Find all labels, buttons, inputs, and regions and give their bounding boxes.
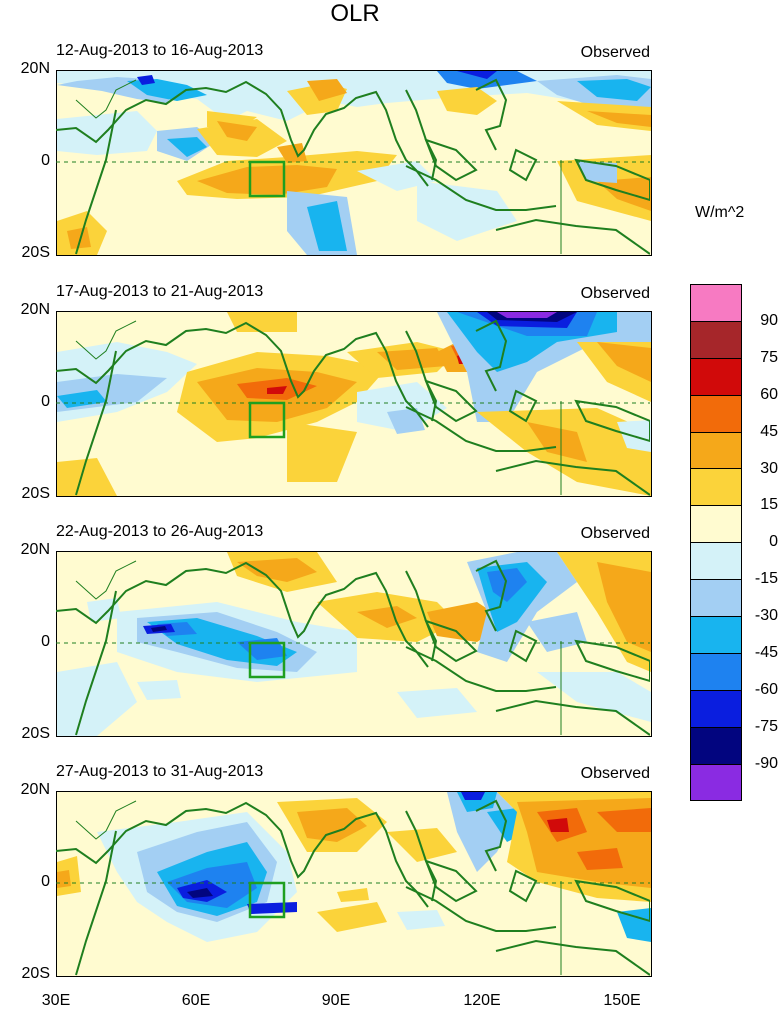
colorbar-label-10: -60 bbox=[754, 680, 778, 698]
y-label-eq-3: 0 bbox=[41, 633, 50, 650]
colorbar-cell-3 bbox=[690, 394, 742, 433]
x-label-60e: 60E bbox=[181, 992, 211, 1009]
x-label-30e: 30E bbox=[41, 992, 71, 1009]
x-label-120e: 120E bbox=[463, 992, 501, 1009]
colorbar-cell-7 bbox=[690, 542, 742, 581]
colorbar-cell-0 bbox=[690, 284, 742, 322]
y-label-eq-2: 0 bbox=[41, 393, 50, 410]
colorbar-cell-10 bbox=[690, 652, 742, 691]
y-label-20s-3: 20S bbox=[21, 725, 50, 742]
colorbar-label-4: 30 bbox=[760, 459, 778, 477]
colorbar-cell-11 bbox=[690, 689, 742, 728]
y-label-eq-4: 0 bbox=[41, 873, 50, 890]
panel-1-label: Observed bbox=[580, 44, 650, 61]
y-label-20s-4: 20S bbox=[21, 965, 50, 982]
map-panel-2 bbox=[56, 311, 652, 497]
figure-title: OLR bbox=[330, 0, 380, 27]
panel-2-period: 17-Aug-2013 to 21-Aug-2013 bbox=[56, 283, 264, 300]
colorbar-cell-12 bbox=[690, 726, 742, 765]
colorbar-label-12: -90 bbox=[754, 754, 778, 772]
panel-2-label: Observed bbox=[580, 285, 650, 302]
colorbar-units: W/m^2 bbox=[695, 204, 745, 221]
colorbar-label-5: 15 bbox=[760, 496, 778, 514]
colorbar-cell-2 bbox=[690, 357, 742, 396]
coastline-overlay bbox=[56, 78, 650, 976]
colorbar-label-1: 75 bbox=[760, 348, 778, 366]
colorbar-label-7: -15 bbox=[754, 570, 778, 588]
colorbar-cell-9 bbox=[690, 616, 742, 654]
colorbar-cell-1 bbox=[690, 320, 742, 359]
colorbar-cell-5 bbox=[690, 468, 742, 507]
colorbar bbox=[690, 284, 742, 802]
colorbar-label-9: -45 bbox=[754, 644, 778, 661]
colorbar-label-3: 45 bbox=[760, 422, 778, 440]
x-label-90e: 90E bbox=[321, 992, 351, 1009]
y-label-20n-1: 20N bbox=[20, 60, 50, 77]
map-panel-1 bbox=[56, 70, 652, 256]
panel-1-period: 12-Aug-2013 to 16-Aug-2013 bbox=[56, 42, 264, 59]
y-label-20s-1: 20S bbox=[21, 244, 50, 261]
panel-4-period: 27-Aug-2013 to 31-Aug-2013 bbox=[56, 763, 264, 780]
panel-4-label: Observed bbox=[580, 765, 650, 782]
y-label-20s-2: 20S bbox=[21, 485, 50, 502]
colorbar-cell-4 bbox=[690, 431, 742, 470]
colorbar-label-8: -30 bbox=[754, 607, 778, 625]
panel-3-period: 22-Aug-2013 to 26-Aug-2013 bbox=[56, 523, 264, 540]
panel-3-label: Observed bbox=[580, 525, 650, 542]
colorbar-label-2: 60 bbox=[760, 385, 778, 403]
x-label-150e: 150E bbox=[603, 992, 641, 1009]
colorbar-label-11: -75 bbox=[754, 717, 778, 735]
colorbar-label-6: 0 bbox=[769, 533, 778, 551]
y-label-20n-2: 20N bbox=[20, 301, 50, 318]
y-label-eq-1: 0 bbox=[41, 152, 50, 169]
colorbar-cell-6 bbox=[690, 505, 742, 544]
colorbar-label-0: 90 bbox=[760, 311, 778, 329]
colorbar-cell-13 bbox=[690, 763, 742, 802]
colorbar-cell-8 bbox=[690, 579, 742, 618]
y-label-20n-3: 20N bbox=[20, 541, 50, 558]
y-label-20n-4: 20N bbox=[20, 781, 50, 798]
